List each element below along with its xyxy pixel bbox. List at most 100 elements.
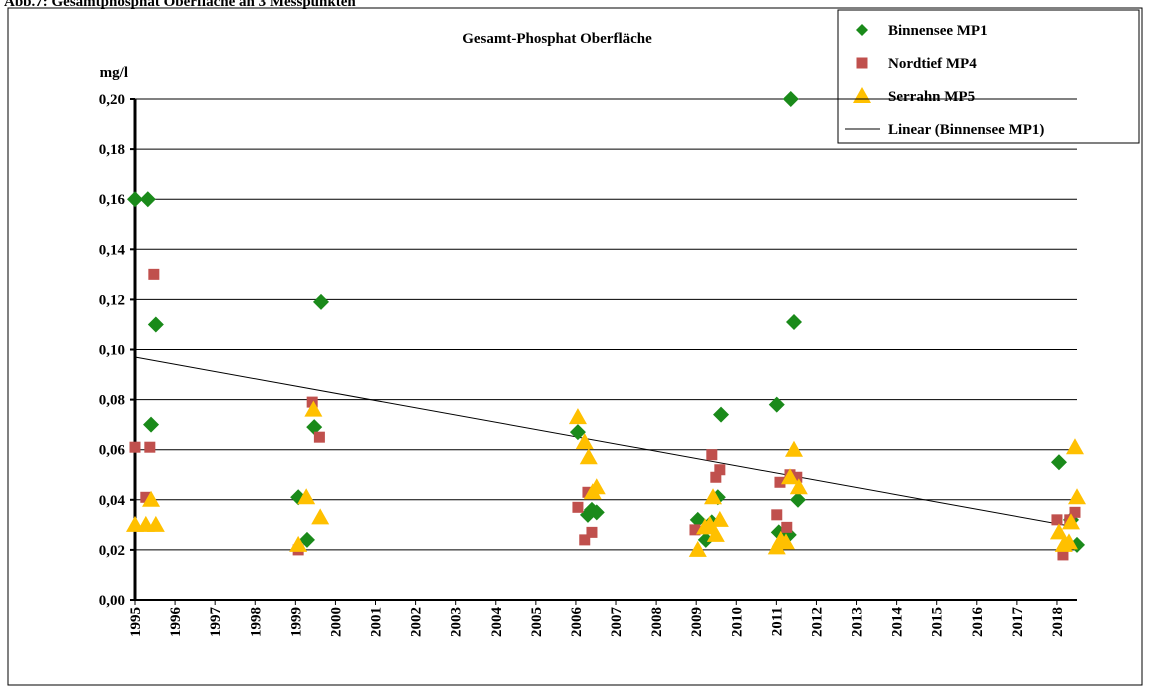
marker-triangle	[706, 525, 725, 542]
x-tick-label: 1996	[168, 607, 184, 638]
marker-square	[706, 449, 718, 461]
x-tick-label: 1997	[208, 607, 224, 638]
marker-square	[129, 441, 141, 453]
marker-square	[856, 57, 868, 69]
marker-triangle	[297, 488, 316, 505]
marker-diamond	[147, 316, 164, 333]
marker-diamond	[790, 491, 807, 508]
x-tick-label: 2006	[569, 607, 585, 638]
marker-triangle	[311, 508, 330, 525]
x-tick-label: 2004	[489, 607, 505, 638]
legend: Binnensee MP1 Nordtief MP4 Serrahn MP5 Line…	[837, 9, 1140, 144]
x-tick-label: 2001	[369, 607, 385, 637]
y-axis-label: mg/l	[100, 65, 128, 81]
marker-diamond	[713, 406, 730, 423]
y-tick-label: 0,14	[99, 242, 126, 258]
marker-triangle	[1059, 533, 1078, 550]
marker-square	[1051, 514, 1063, 526]
marker-triangle	[146, 515, 165, 532]
x-tick-label: 2017	[1010, 607, 1026, 638]
marker-triangle	[289, 535, 308, 552]
marker-diamond	[1050, 454, 1067, 471]
marker-square	[140, 491, 152, 503]
marker-square	[579, 534, 591, 546]
marker-diamond	[588, 504, 605, 521]
marker-square	[1069, 506, 1081, 518]
legend-label: Serrahn MP5	[888, 89, 975, 105]
marker-triangle	[780, 468, 799, 485]
legend-label: Nordtief MP4	[888, 56, 977, 72]
marker-triangle	[1068, 488, 1086, 505]
x-tick-label: 2016	[970, 607, 986, 638]
legend-label: Linear (Binnensee MP1)	[888, 122, 1044, 138]
x-tick-label: 2007	[609, 607, 625, 638]
y-tick-label: 0,18	[99, 142, 125, 158]
marker-triangle	[784, 440, 803, 457]
marker-square	[771, 509, 783, 521]
marker-square	[710, 471, 722, 483]
y-tick-label: 0,12	[99, 292, 125, 308]
marker-triangle	[700, 515, 719, 532]
marker-square	[781, 521, 793, 533]
chart-title: Gesamt-Phosphat Oberfläche	[462, 31, 652, 47]
legend-label: Binnensee MP1	[888, 23, 988, 39]
marker-diamond	[306, 419, 323, 436]
marker-diamond	[127, 191, 143, 208]
marker-diamond	[697, 531, 714, 548]
marker-triangle	[1049, 523, 1068, 540]
marker-triangle	[704, 488, 723, 505]
trend-line	[134, 356, 1078, 528]
x-tick-label: 1998	[248, 607, 264, 637]
x-tick-label: 2008	[649, 607, 665, 637]
legend-box	[837, 9, 1140, 144]
marker-triangle	[710, 510, 729, 527]
x-tick-label: 2010	[729, 607, 745, 637]
marker-triangle	[575, 433, 594, 450]
marker-triangle	[142, 490, 161, 507]
marker-square	[313, 431, 325, 443]
x-tick-label: 2014	[890, 607, 906, 638]
marker-square	[586, 526, 598, 538]
marker-triangle	[1065, 438, 1084, 455]
x-tick-label: 2012	[809, 607, 825, 637]
marker-diamond	[768, 396, 785, 413]
marker-diamond	[569, 424, 586, 441]
marker-triangle	[688, 540, 707, 557]
marker-diamond	[312, 293, 329, 310]
marker-square	[306, 396, 318, 408]
x-tick-label: 1999	[288, 607, 304, 637]
x-tick-label: 2002	[409, 607, 425, 637]
y-tick-label: 0,04	[99, 493, 126, 509]
marker-square	[572, 501, 584, 513]
marker-triangle	[789, 478, 808, 495]
x-tick-label: 1995	[128, 607, 144, 637]
x-tick-label: 2015	[930, 607, 946, 637]
marker-diamond	[856, 24, 868, 36]
marker-square	[148, 268, 160, 280]
marker-square	[144, 441, 156, 453]
x-tick-label: 2009	[689, 607, 705, 637]
y-tick-label: 0,02	[99, 543, 125, 559]
marker-diamond	[139, 191, 156, 208]
marker-triangle	[568, 408, 587, 425]
y-tick-label: 0,08	[99, 393, 125, 409]
y-tick-label: 0,00	[99, 593, 125, 609]
marker-square	[774, 476, 786, 488]
marker-diamond	[579, 506, 596, 523]
marker-square	[714, 464, 726, 476]
x-tick-label: 2013	[850, 607, 866, 637]
marker-diamond	[785, 313, 802, 330]
marker-triangle	[579, 448, 598, 465]
marker-triangle	[304, 400, 323, 417]
marker-diamond	[143, 416, 160, 433]
y-tick-label: 0,06	[99, 443, 126, 459]
marker-diamond	[298, 531, 315, 548]
marker-triangle	[587, 478, 606, 495]
marker-triangle	[776, 533, 795, 550]
y-tick-label: 0,16	[99, 192, 126, 208]
y-tick-label: 0,20	[99, 92, 125, 108]
marker-diamond	[782, 91, 799, 107]
marker-square	[689, 524, 701, 536]
x-tick-label: 2011	[769, 607, 785, 636]
